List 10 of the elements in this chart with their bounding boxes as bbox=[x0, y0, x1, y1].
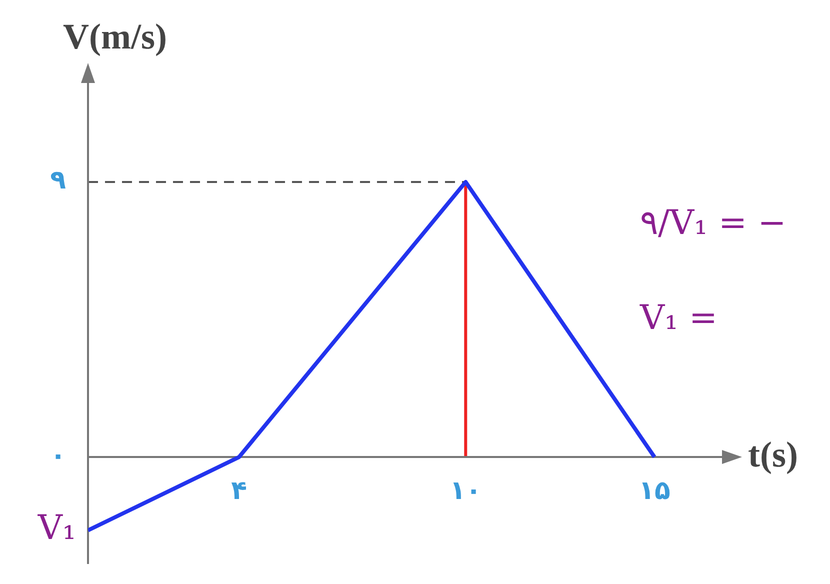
x-tick-label: ۱۰ bbox=[450, 476, 482, 506]
y-tick-label: ۰ bbox=[50, 440, 66, 471]
x-axis-title: t(s) bbox=[748, 434, 798, 474]
y-tick-label: ۹ bbox=[50, 166, 66, 196]
annotation: V₁ bbox=[36, 508, 76, 548]
x-tick-label: ۱۵ bbox=[638, 476, 670, 506]
annotation: V₁ = bbox=[639, 298, 718, 338]
annotation: ۹/V₁ = − bbox=[640, 202, 786, 243]
x-tick-label: ۴ bbox=[231, 476, 247, 506]
y-axis-title: V(m/s) bbox=[63, 16, 167, 56]
